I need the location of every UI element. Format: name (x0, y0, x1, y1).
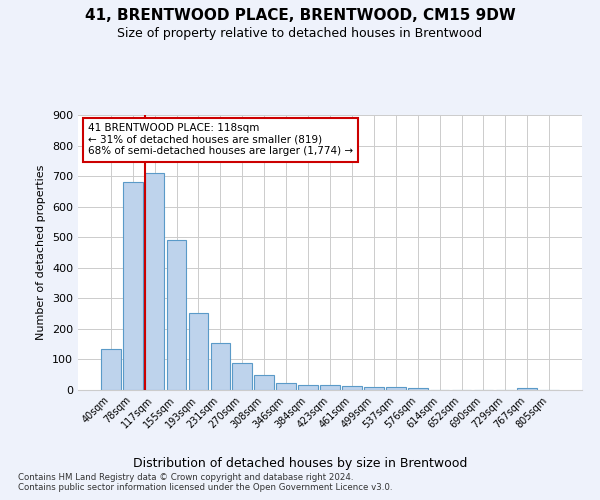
Bar (364, 387, 384, 390)
Bar (320, 384, 340, 390)
Bar (298, 384, 318, 390)
Bar (386, 387, 406, 390)
Bar (408, 388, 428, 390)
Bar (276, 384, 296, 390)
Bar (232, 363, 252, 390)
Bar (188, 312, 208, 390)
Text: Contains HM Land Registry data © Crown copyright and database right 2024.
Contai: Contains HM Land Registry data © Crown c… (18, 472, 392, 492)
Bar (123, 182, 143, 390)
Bar (167, 240, 187, 390)
Text: Distribution of detached houses by size in Brentwood: Distribution of detached houses by size … (133, 458, 467, 470)
Y-axis label: Number of detached properties: Number of detached properties (37, 165, 46, 340)
Bar (342, 386, 362, 390)
Text: Size of property relative to detached houses in Brentwood: Size of property relative to detached ho… (118, 28, 482, 40)
Text: 41 BRENTWOOD PLACE: 118sqm
← 31% of detached houses are smaller (819)
68% of sem: 41 BRENTWOOD PLACE: 118sqm ← 31% of deta… (88, 123, 353, 156)
Bar (211, 343, 230, 390)
Bar (517, 388, 537, 390)
Bar (254, 374, 274, 390)
Text: 41, BRENTWOOD PLACE, BRENTWOOD, CM15 9DW: 41, BRENTWOOD PLACE, BRENTWOOD, CM15 9DW (85, 8, 515, 22)
Bar (145, 173, 164, 390)
Bar (101, 349, 121, 390)
